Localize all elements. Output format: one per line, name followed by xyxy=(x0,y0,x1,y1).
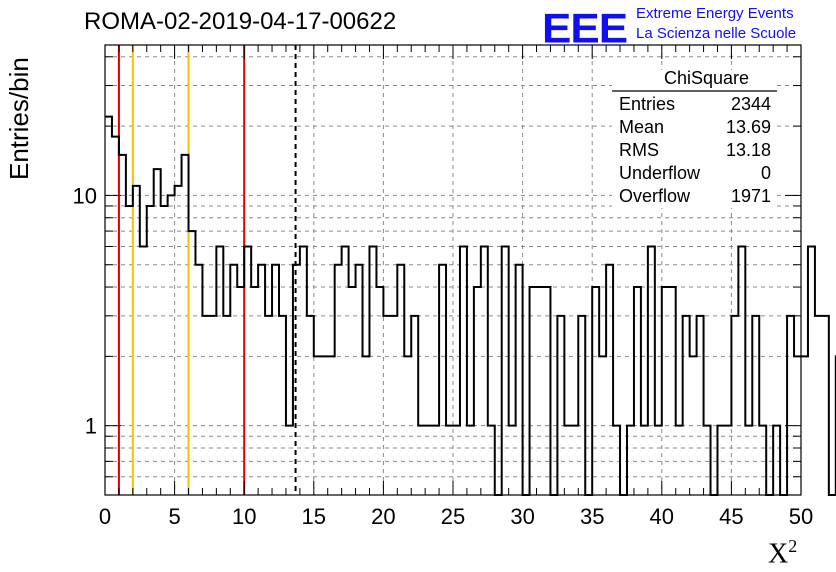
stats-label: Overflow xyxy=(619,186,691,206)
y-tick-label: 1 xyxy=(85,414,97,439)
stats-label: RMS xyxy=(619,140,659,160)
x-tick-label: 5 xyxy=(168,504,180,529)
x-axis-label-superscript: 2 xyxy=(788,536,798,556)
plot-title: ROMA-02-2019-04-17-00622 xyxy=(84,8,397,35)
brand-line-2: La Scienza nelle Scuole xyxy=(636,25,797,42)
x-tick-label: 40 xyxy=(650,504,674,529)
stats-box xyxy=(612,70,777,208)
brand-line-1: Extreme Energy Events xyxy=(636,5,794,22)
stats-value: 0 xyxy=(761,163,771,183)
x-axis-label-base: X xyxy=(768,538,789,570)
stats-title: ChiSquare xyxy=(664,68,749,88)
stats-value: 2344 xyxy=(731,94,771,114)
histogram-line xyxy=(105,115,836,496)
stats-label: Entries xyxy=(619,94,675,114)
x-axis-label: X2 xyxy=(768,536,797,570)
stats-label: Underflow xyxy=(619,163,701,183)
y-tick-label: 10 xyxy=(73,183,97,208)
x-tick-label: 30 xyxy=(510,504,534,529)
eee-logo: EEE xyxy=(542,5,628,52)
x-tick-label: 25 xyxy=(441,504,465,529)
stats-value: 13.69 xyxy=(726,117,771,137)
x-tick-label: 20 xyxy=(371,504,395,529)
stats-value: 1971 xyxy=(731,186,771,206)
x-tick-label: 0 xyxy=(99,504,111,529)
x-tick-label: 15 xyxy=(302,504,326,529)
x-tick-label: 50 xyxy=(789,504,813,529)
stats-value: 13.18 xyxy=(726,140,771,160)
x-tick-label: 45 xyxy=(719,504,743,529)
stats-label: Mean xyxy=(619,117,664,137)
x-tick-label: 10 xyxy=(232,504,256,529)
x-tick-label: 35 xyxy=(580,504,604,529)
